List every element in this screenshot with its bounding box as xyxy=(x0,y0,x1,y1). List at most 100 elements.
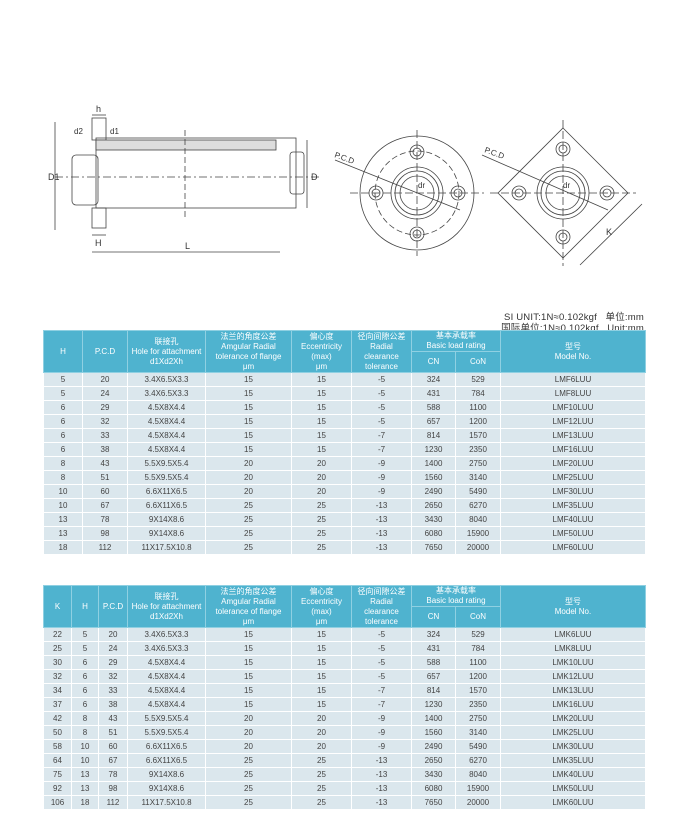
table-row: 37 6 38 4.5X8X4.4 15 15 -7 1230 2350 LMK16LUU xyxy=(43,697,646,712)
table-cell: 67 xyxy=(82,498,128,513)
table-row: 13 78 9X14X8.6 25 25 -13 3430 8040 LMF40LUU xyxy=(43,512,646,527)
table-cell: 38 xyxy=(82,442,128,457)
table-cell: 78 xyxy=(98,767,128,782)
table-cell: 29 xyxy=(82,400,128,415)
table-cell: 15 xyxy=(205,372,292,387)
table-cell: 3430 xyxy=(411,767,456,782)
col-header-hole: 联接孔 Hole for attachment d1Xd2Xh xyxy=(127,585,206,628)
table-cell: 5.5X9.5X5.4 xyxy=(127,456,206,471)
table-cell: 15 xyxy=(291,669,352,684)
table-cell: 5.5X9.5X5.4 xyxy=(127,725,206,740)
table-cell: 6 xyxy=(43,442,83,457)
table-cell: -5 xyxy=(351,386,412,401)
col-header-con: CoN xyxy=(455,606,501,628)
table-row: 10 60 6.6X11X6.5 20 20 -9 2490 5490 LMF30LUU xyxy=(43,484,646,499)
table-cell: 814 xyxy=(411,683,456,698)
table-cell: 3430 xyxy=(411,512,456,527)
table-cell: 5 xyxy=(43,386,83,401)
table-cell: 25 xyxy=(205,540,292,555)
table-cell: 9X14X8.6 xyxy=(127,526,206,541)
table-cell: 2350 xyxy=(455,442,501,457)
table-cell: 64 xyxy=(43,753,72,768)
table-cell: -7 xyxy=(351,442,412,457)
table-cell: 4.5X8X4.4 xyxy=(127,697,206,712)
table-cell: -7 xyxy=(351,697,412,712)
table-cell: 15 xyxy=(205,627,292,642)
table-cell: 1230 xyxy=(411,442,456,457)
table-cell: 30 xyxy=(43,655,72,670)
table-cell: 58 xyxy=(43,739,72,754)
table-cell: 5490 xyxy=(455,739,501,754)
table-cell: LMK10LUU xyxy=(500,655,646,670)
table-cell: 15 xyxy=(205,655,292,670)
table-cell: 20 xyxy=(82,372,128,387)
col-header-pcd: P.C.D xyxy=(82,330,128,373)
table-cell: 1400 xyxy=(411,711,456,726)
round-flange-drawing xyxy=(334,130,484,256)
table-cell: 20 xyxy=(291,739,352,754)
table-row: 8 43 5.5X9.5X5.4 20 20 -9 1400 2750 LMF20LUU xyxy=(43,456,646,471)
table-cell: 15 xyxy=(205,641,292,656)
table-cell: 25 xyxy=(291,498,352,513)
lmk-spec-table: K H P.C.D 联接孔 Hole for attachment d1Xd2Xh … xyxy=(43,585,646,810)
table-cell: 5 xyxy=(71,641,99,656)
dim-label-d1: d1 xyxy=(110,127,119,136)
table-row: 92 13 98 9X14X8.6 25 25 -13 6080 15900 LMK50LUU xyxy=(43,781,646,796)
table-cell: LMF8LUU xyxy=(500,386,646,401)
unit-note-cn: 国际单位:1N≈0.102kgf Unit:mm xyxy=(501,323,644,334)
table-cell: 25 xyxy=(205,795,292,810)
col-header-angular: 法兰的角度公差 Amgular Radial tolerance of flange… xyxy=(205,330,292,373)
table-cell: 42 xyxy=(43,711,72,726)
table-cell: 98 xyxy=(98,781,128,796)
table-cell: 98 xyxy=(82,526,128,541)
table-cell: 8 xyxy=(71,711,99,726)
table-cell: 25 xyxy=(291,526,352,541)
table-cell: 60 xyxy=(98,739,128,754)
table-cell: 588 xyxy=(411,655,456,670)
table-cell: 18 xyxy=(71,795,99,810)
table-cell: 8040 xyxy=(455,512,501,527)
table-cell: 2750 xyxy=(455,456,501,471)
table-cell: 1100 xyxy=(455,655,501,670)
dim-label-L: L xyxy=(185,241,190,251)
table-cell: 3140 xyxy=(455,470,501,485)
table-cell: 60 xyxy=(82,484,128,499)
table-cell: 1570 xyxy=(455,428,501,443)
col-header-pcd: P.C.D xyxy=(98,585,128,628)
table-cell: 1200 xyxy=(455,414,501,429)
table-cell: 11X17.5X10.8 xyxy=(127,795,206,810)
table-cell: 3.4X6.5X3.3 xyxy=(127,372,206,387)
table-cell: 13 xyxy=(71,781,99,796)
dim-label-h: h xyxy=(96,104,101,114)
table-cell: 6 xyxy=(71,697,99,712)
table-cell: 20000 xyxy=(455,795,501,810)
table-cell: 20 xyxy=(205,470,292,485)
table-cell: 20 xyxy=(98,627,128,642)
table-cell: 6080 xyxy=(411,526,456,541)
table-cell: 11X17.5X10.8 xyxy=(127,540,206,555)
table-row: 6 38 4.5X8X4.4 15 15 -7 1230 2350 LMF16LUU xyxy=(43,442,646,457)
col-header-eccentricity: 偏心度 Eccentricity (max) μm xyxy=(291,585,352,628)
table-row: 64 10 67 6.6X11X6.5 25 25 -13 2650 6270 LMK35LUU xyxy=(43,753,646,768)
table-cell: 1100 xyxy=(455,400,501,415)
table-cell: 657 xyxy=(411,669,456,684)
table-cell: 15 xyxy=(291,683,352,698)
table-cell: 25 xyxy=(205,753,292,768)
table-cell: LMF50LUU xyxy=(500,526,646,541)
table-row: 10 67 6.6X11X6.5 25 25 -13 2650 6270 LMF35LUU xyxy=(43,498,646,513)
table-cell: -5 xyxy=(351,400,412,415)
table-cell: 6.6X11X6.5 xyxy=(127,498,206,513)
table-cell: -13 xyxy=(351,498,412,513)
table-row: 8 51 5.5X9.5X5.4 20 20 -9 1560 3140 LMF25LUU xyxy=(43,470,646,485)
table-row: 6 32 4.5X8X4.4 15 15 -5 657 1200 LMF12LUU xyxy=(43,414,646,429)
table-cell: 15 xyxy=(291,428,352,443)
table-cell: 43 xyxy=(98,711,128,726)
table-row: 18 112 11X17.5X10.8 25 25 -13 7650 20000 LMF60LU… xyxy=(43,540,646,555)
table-cell: 4.5X8X4.4 xyxy=(127,428,206,443)
col-header-model: 型号 Model No. xyxy=(500,330,646,373)
table-cell: 5 xyxy=(71,627,99,642)
table-cell: LMK6LUU xyxy=(500,627,646,642)
table-cell: LMF60LUU xyxy=(500,540,646,555)
table-cell: 5490 xyxy=(455,484,501,499)
col-header-angular: 法兰的角度公差 Amgular Radial tolerance of flange… xyxy=(205,585,292,628)
